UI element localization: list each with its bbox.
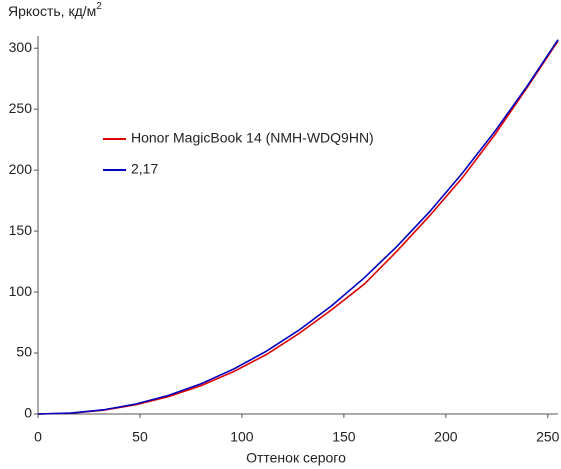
y-tick-label: 50: [16, 344, 32, 360]
y-axis-label: Яркость, кд/м2: [8, 1, 102, 19]
x-tick-label: 200: [434, 429, 458, 445]
x-tick-label: 250: [536, 429, 560, 445]
legend-label: Honor MagicBook 14 (NMH-WDQ9HN): [131, 130, 374, 146]
y-tick-label: 0: [24, 405, 32, 421]
y-tick-label: 100: [9, 283, 33, 299]
x-tick-label: 0: [34, 429, 42, 445]
y-tick-label: 250: [9, 100, 33, 116]
legend-label: 2,17: [131, 161, 158, 177]
x-tick-label: 150: [332, 429, 356, 445]
x-axis-label: Оттенок серого: [246, 450, 346, 466]
y-label-sup: 2: [96, 1, 102, 12]
y-tick-label: 200: [9, 161, 33, 177]
x-tick-label: 50: [132, 429, 148, 445]
x-tick-label: 100: [230, 429, 254, 445]
y-tick-label: 300: [9, 39, 33, 55]
y-label-text: Яркость, кд/м: [8, 3, 96, 19]
y-tick-label: 150: [9, 222, 33, 238]
series-line: [37, 40, 559, 415]
series-line: [37, 39, 559, 415]
